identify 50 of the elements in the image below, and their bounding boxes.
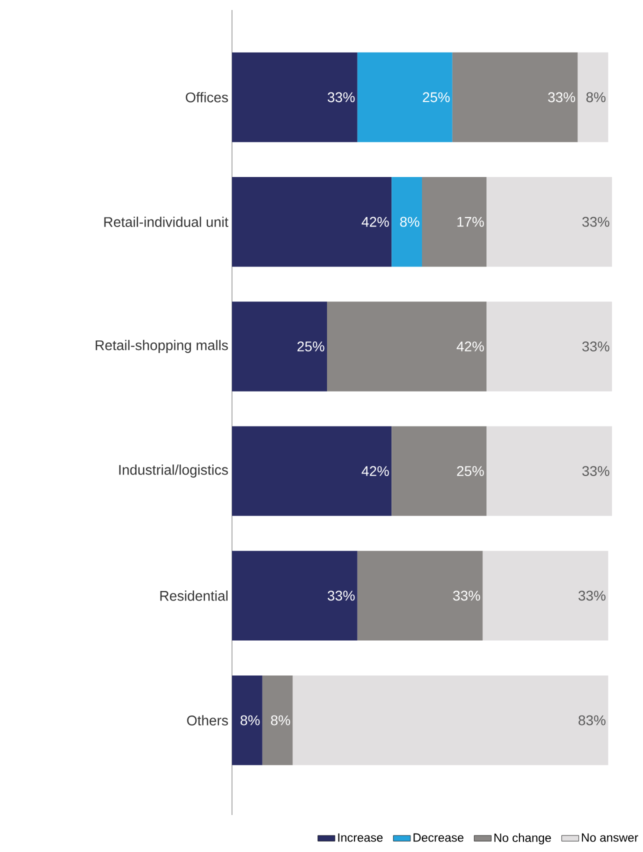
bar xyxy=(452,52,578,142)
data-label: 33% xyxy=(452,590,480,601)
data-label: 25% xyxy=(456,466,484,476)
legend-label: No answer xyxy=(582,833,638,842)
data-label: 8% xyxy=(240,715,260,726)
data-label: 8% xyxy=(400,216,420,227)
y-tick-label: Retail-shopping malls xyxy=(96,340,228,353)
data-label: 33% xyxy=(578,590,606,601)
bar xyxy=(357,52,452,142)
data-label: 25% xyxy=(422,92,450,102)
legend-label: Decrease xyxy=(413,833,464,842)
y-tick-label: Offices xyxy=(186,92,228,102)
y-tick-label: Others xyxy=(186,715,228,726)
data-label: 8% xyxy=(586,92,606,102)
data-label: 8% xyxy=(270,715,290,726)
data-label: 33% xyxy=(328,92,355,102)
bar xyxy=(262,675,293,766)
data-label: 25% xyxy=(297,341,324,352)
data-label: 33% xyxy=(548,92,575,102)
legend-label: No change xyxy=(494,833,551,844)
data-label: 33% xyxy=(582,466,610,476)
data-label: 42% xyxy=(362,466,389,476)
bar xyxy=(486,426,612,516)
bar xyxy=(486,176,612,267)
bar xyxy=(422,176,486,267)
bar xyxy=(326,302,486,392)
bar xyxy=(486,302,612,392)
bar xyxy=(232,550,358,641)
bar xyxy=(482,550,608,641)
bar xyxy=(232,176,392,267)
data-label: 33% xyxy=(328,590,355,601)
bar xyxy=(292,675,608,766)
data-label: 83% xyxy=(578,715,606,726)
bar xyxy=(391,176,422,267)
data-label: 17% xyxy=(457,216,484,227)
bar xyxy=(232,302,327,392)
bar xyxy=(232,52,358,142)
y-tick-label: Residential xyxy=(160,590,228,601)
data-label: 33% xyxy=(582,341,610,352)
data-label: 42% xyxy=(362,216,389,227)
bar xyxy=(578,52,608,142)
y-tick-label: Retail-individual unit xyxy=(104,216,228,227)
data-label: 33% xyxy=(582,216,610,227)
bar xyxy=(232,426,392,516)
bar xyxy=(232,675,262,766)
legend-label: Increase xyxy=(338,833,382,842)
bar xyxy=(357,550,483,641)
y-tick-label: Industrial/logistics xyxy=(119,464,228,478)
bar xyxy=(391,426,486,516)
data-label: 42% xyxy=(456,342,484,352)
